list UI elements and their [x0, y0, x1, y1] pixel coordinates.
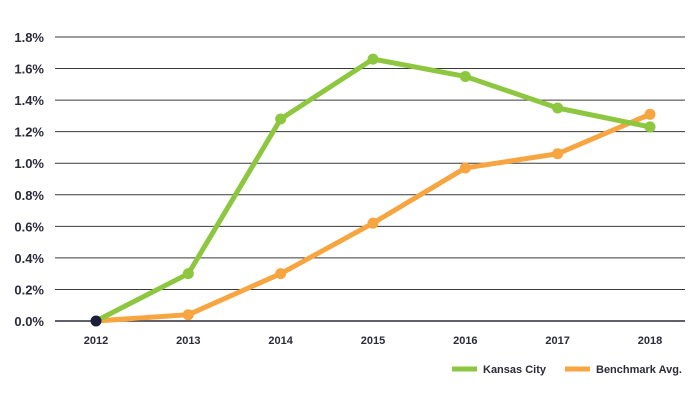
data-point-benchmark-avg [367, 217, 379, 229]
data-point-benchmark-avg [644, 108, 656, 120]
data-point-benchmark-avg [275, 268, 287, 280]
x-tick-label: 2012 [84, 335, 108, 347]
y-tick-label: 1.4% [14, 93, 44, 108]
y-tick-label: 0.6% [14, 219, 44, 234]
legend-label-kansas-city: Kansas City [483, 364, 547, 376]
gridlines [55, 36, 685, 322]
data-point-benchmark-avg [459, 162, 471, 174]
x-axis-tick-labels: 2012 2013 2014 2015 2016 2017 2018 [84, 335, 662, 347]
y-tick-label: 0.8% [14, 188, 44, 203]
series-lines [90, 53, 656, 327]
y-tick-label: 1.6% [14, 62, 44, 77]
data-point-benchmark-avg [182, 309, 194, 321]
data-point-benchmark-avg [552, 148, 564, 160]
y-axis-tick-labels: 0.0% 0.2% 0.4% 0.6% 0.8% 1.0% 1.2% 1.4% 1.6% 1.8% [14, 30, 44, 329]
y-tick-label: 0.0% [14, 314, 44, 329]
y-tick-label: 0.2% [14, 282, 44, 297]
data-point-kansas-city [367, 53, 379, 65]
data-point-kansas-city [182, 268, 194, 280]
x-tick-label: 2013 [176, 335, 200, 347]
legend-label-benchmark-avg: Benchmark Avg. [596, 364, 682, 376]
series-line-kansas-city [93, 56, 653, 324]
data-point-kansas-city [275, 113, 287, 125]
x-tick-label: 2015 [361, 335, 385, 347]
y-tick-label: 1.8% [14, 30, 44, 45]
x-tick-label: 2018 [638, 335, 662, 347]
data-point-kansas-city [644, 121, 656, 133]
x-tick-label: 2017 [545, 335, 569, 347]
data-point-kansas-city [552, 102, 564, 114]
origin-data-point [90, 315, 102, 327]
series-line-benchmark-avg [93, 111, 653, 324]
y-tick-label: 0.4% [14, 251, 44, 266]
x-tick-label: 2014 [268, 335, 293, 347]
legend: Kansas City Benchmark Avg. [452, 364, 682, 376]
y-tick-label: 1.2% [14, 125, 44, 140]
x-tick-label: 2016 [453, 335, 477, 347]
data-point-kansas-city [459, 70, 471, 82]
y-tick-label: 1.0% [14, 156, 44, 171]
